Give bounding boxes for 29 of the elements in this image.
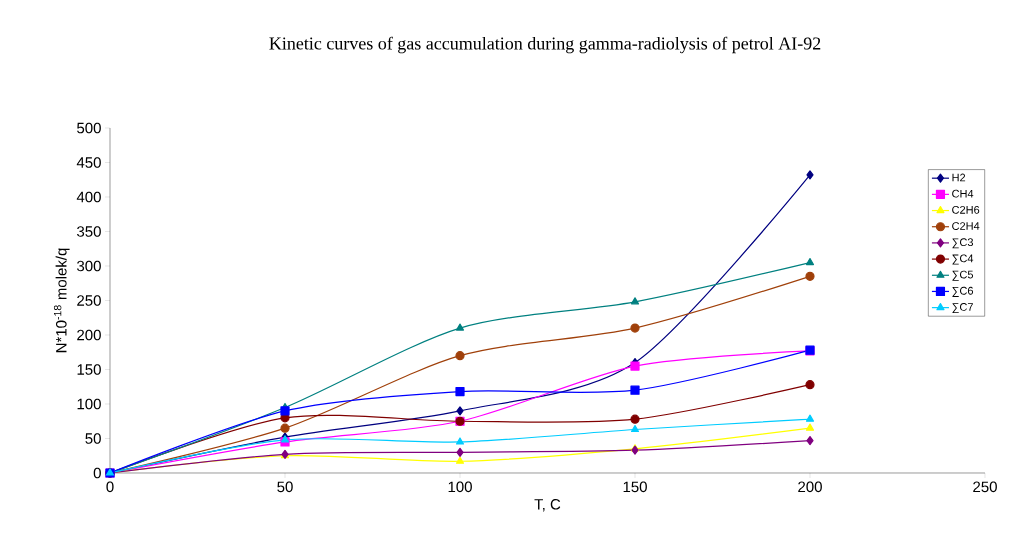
chart-title: Kinetic curves of gas accumulation during gamma-radiolysis of petrol AI-92 [269, 36, 821, 54]
legend-label: CH4 [952, 189, 974, 198]
legend-label: C2H4 [952, 222, 980, 230]
y-tick-label: 50 [85, 433, 101, 444]
x-tick-label: 150 [623, 481, 647, 493]
y-tick-label: 100 [77, 398, 101, 410]
y-tick-label: 250 [77, 295, 101, 306]
y-tick-label: 500 [77, 122, 101, 134]
y-tick-label: 150 [77, 364, 101, 375]
x-tick-label: 0 [106, 481, 114, 493]
x-tick-label: 100 [448, 481, 472, 493]
y-axis-title: N*10$^{-18}$ molek/q [53, 248, 70, 353]
legend-label: ∑C4 [952, 254, 974, 265]
y-tick-label: 400 [76, 191, 101, 203]
y-tick-label: 200 [77, 329, 101, 341]
y-tick-label: 300 [77, 260, 101, 272]
x-axis-title: T, C [534, 499, 561, 512]
y-tick-label: 0 [93, 467, 101, 479]
legend-label: ∑C3 [952, 238, 973, 249]
x-tick-label: 50 [277, 481, 293, 493]
x-tick-label: 200 [798, 481, 822, 493]
legend-label: ∑C7 [952, 303, 973, 314]
legend-label: ∑C5 [952, 270, 974, 281]
legend-label: C2H6 [952, 205, 980, 214]
legend-label: ∑C6 [952, 286, 973, 297]
y-tick-label: 450 [76, 157, 101, 168]
x-tick-label: 250 [973, 481, 997, 493]
legend-label: H2 [952, 173, 966, 182]
y-tick-label: 350 [77, 226, 101, 237]
